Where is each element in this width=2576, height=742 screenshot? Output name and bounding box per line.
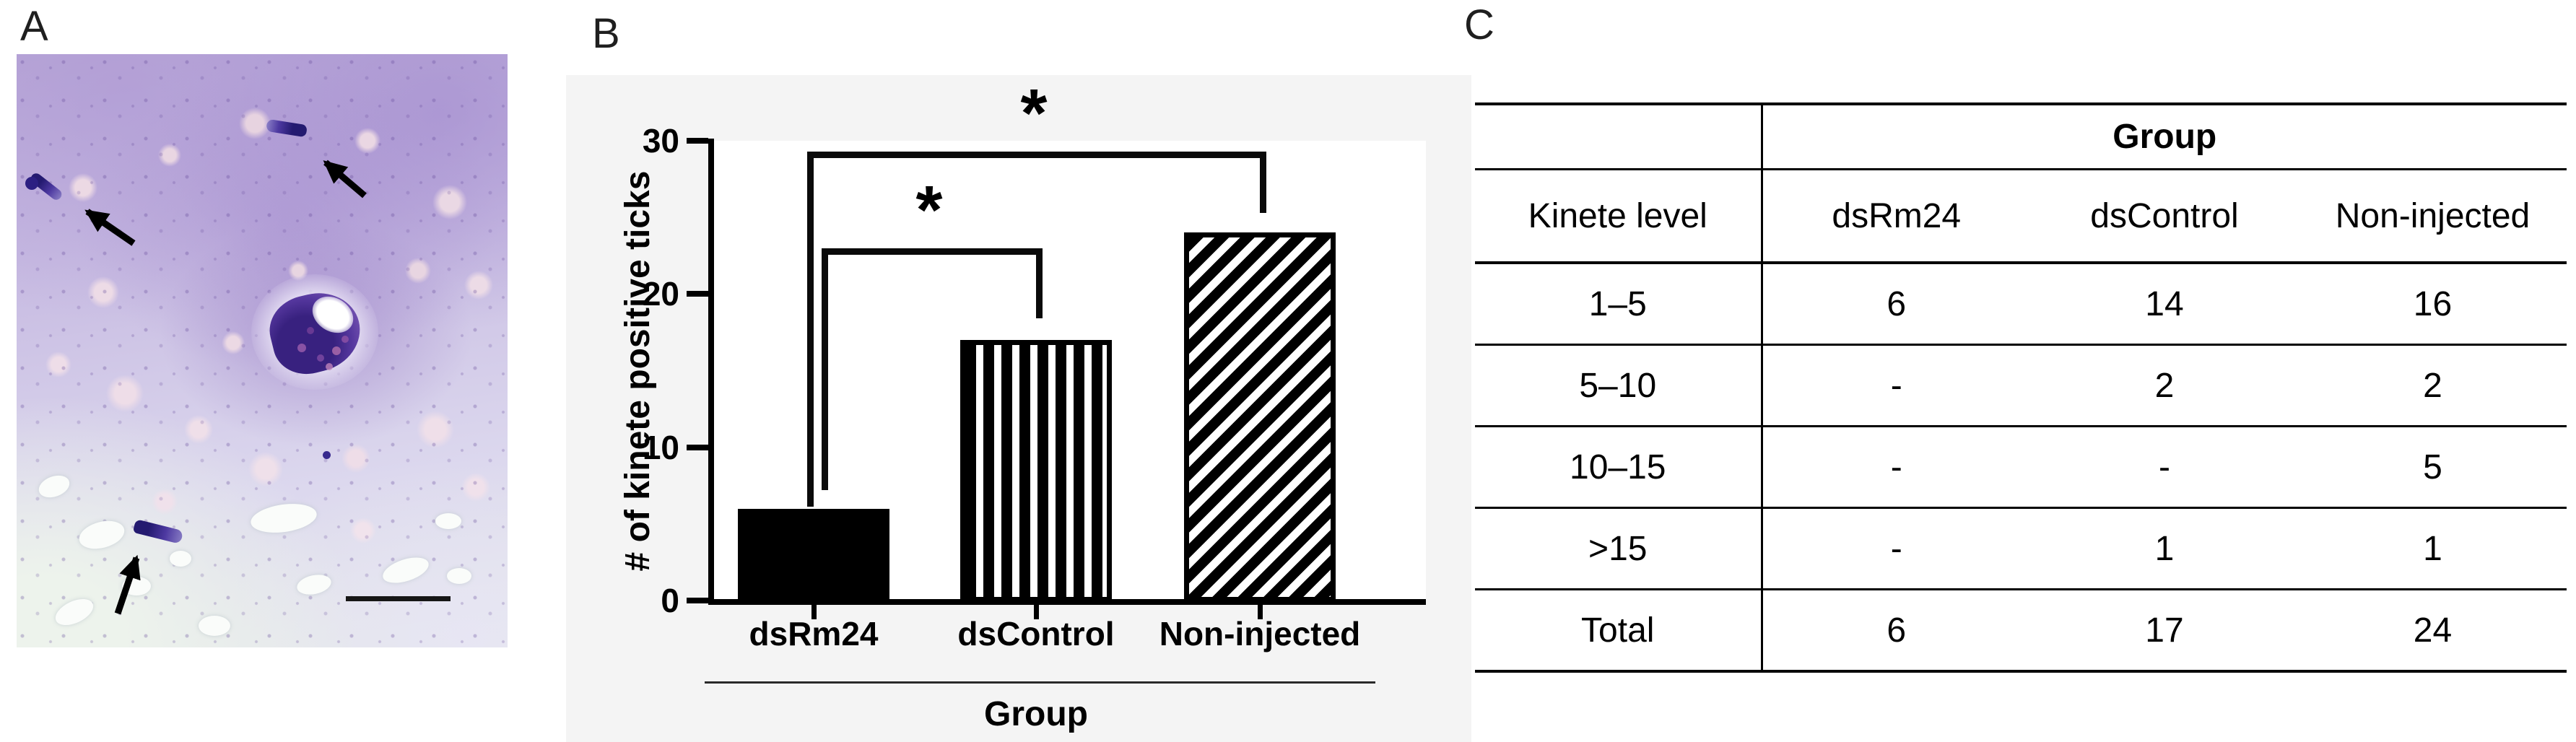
table-row: 10–15- -5 (1475, 426, 2567, 509)
table-cell: - (2030, 426, 2299, 509)
x-tick-mark (1034, 605, 1039, 619)
table-cell: 16 (2299, 263, 2567, 346)
table-cell: 17 (2145, 611, 2184, 650)
y-tick-label: 0 (661, 582, 679, 619)
panel-a-label: A (20, 3, 48, 50)
table-column-header: Kinete level (1475, 169, 1763, 264)
table-cell: 24 (2413, 611, 2453, 650)
lacuna (199, 616, 230, 636)
table-cell: - (1762, 426, 2030, 509)
bracket-bar (822, 248, 1043, 255)
table-cell: - (1762, 507, 2030, 590)
table-row-label: Total (1475, 589, 1763, 671)
y-tick-mark (687, 138, 708, 144)
lacuna (435, 513, 461, 529)
bracket-right-leg (1036, 248, 1043, 318)
y-tick-mark (687, 291, 708, 297)
bar-Non-injected (1184, 232, 1336, 602)
y-tick-label: 20 (642, 275, 679, 313)
table-cell: 1 (2299, 507, 2567, 590)
table-corner-cell (1475, 104, 1763, 170)
lacuna (170, 551, 191, 567)
panel-a-micrograph (17, 54, 508, 647)
panel-c-label: C (1464, 1, 1494, 48)
y-tick-mark (687, 445, 708, 450)
kinete-table: Group Kinete level dsRm24 dsControl Non-inje… (1475, 102, 2567, 673)
bracket-left-leg (807, 152, 814, 507)
y-tick-mark (687, 598, 708, 603)
significance-star: * (915, 172, 943, 248)
table-row-label: >15 (1475, 507, 1763, 590)
arrow-icon (114, 554, 141, 615)
table-row: >15-1 1 (1475, 507, 2567, 590)
y-tick-label: 30 (642, 122, 679, 160)
y-axis (708, 139, 714, 605)
lacuna (447, 568, 471, 584)
bracket-right-leg (1260, 152, 1266, 213)
bar-dsControl (960, 340, 1112, 602)
table-row: Total 6 17 24 (1475, 589, 2567, 671)
table-column-header: dsRm24 (1762, 169, 2030, 264)
table-cell: - (1762, 344, 2030, 427)
x-category-label: dsControl (957, 615, 1115, 652)
table-cell: 2 (2299, 344, 2567, 427)
x-category-label: dsRm24 (749, 615, 879, 652)
x-axis (708, 599, 1426, 605)
arrow-overlay (84, 160, 367, 615)
bracket-bar (807, 152, 1266, 158)
bracket-left-leg (822, 248, 828, 490)
y-tick-label: 10 (642, 429, 679, 466)
significance-star: * (1020, 75, 1048, 152)
arrow-icon (84, 209, 136, 246)
bar-dsRm24 (738, 509, 889, 602)
table-cell: 6 (1762, 263, 2030, 346)
table-column-header: dsControl (2030, 169, 2299, 264)
stain-dot (323, 451, 331, 459)
group-axis-rule (705, 681, 1375, 684)
table-cell: 2 (2030, 344, 2299, 427)
table-row-label: 1–5 (1475, 263, 1763, 346)
y-axis-title: # of kinete positive ticks (619, 170, 657, 572)
table-row: 1–5 6 14 16 (1475, 263, 2567, 346)
table-cell: 6 (1887, 611, 1907, 650)
table-row-label: 10–15 (1475, 426, 1763, 509)
table-row-label: 5–10 (1475, 344, 1763, 427)
table-column-header: Non-injected (2299, 169, 2567, 264)
x-axis-title: Group (984, 695, 1088, 733)
kinete-2-head (25, 177, 38, 190)
table-cell: 1 (2030, 507, 2299, 590)
table-cell: 5 (2299, 426, 2567, 509)
panel-b-label: B (592, 10, 620, 57)
arrow-icon (323, 160, 367, 198)
scale-bar (346, 596, 451, 601)
table-cell: 14 (2030, 263, 2299, 346)
x-category-label: Non-injected (1159, 615, 1361, 652)
table-group-header: Group (1762, 104, 2567, 170)
x-tick-mark (811, 605, 817, 619)
x-tick-mark (1258, 605, 1263, 619)
table-row: 5–10-2 2 (1475, 344, 2567, 427)
